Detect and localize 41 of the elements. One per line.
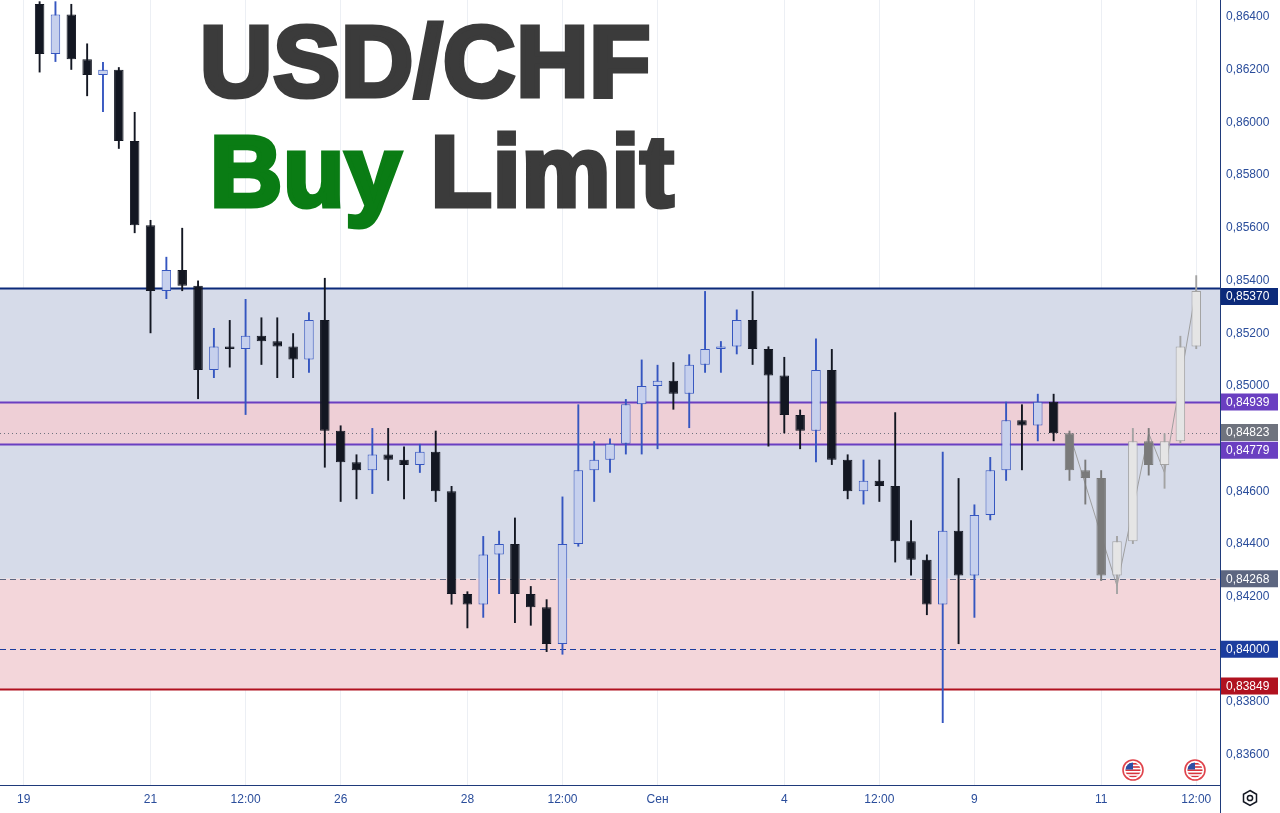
candlestick [716, 341, 726, 373]
ref-line-label: 0,84268 [1226, 571, 1270, 586]
x-tick-label: 28 [460, 791, 475, 806]
candlestick [98, 61, 108, 112]
y-tick-label: 0,85200 [1226, 325, 1270, 340]
ref-line-label: 0,84779 [1226, 442, 1270, 457]
y-tick-label: 0,83600 [1226, 747, 1270, 762]
x-tick-label: 21 [143, 791, 158, 806]
y-tick-label: 0,85400 [1226, 272, 1270, 287]
ref-line-label: 0,83849 [1226, 678, 1270, 693]
y-tick-label: 0,85600 [1226, 220, 1270, 235]
ref-line-label: 0,84939 [1226, 394, 1270, 409]
candlestick [224, 320, 235, 368]
y-tick-label: 0,84600 [1226, 483, 1270, 498]
y-tick-label: 0,86000 [1226, 114, 1270, 129]
x-tick-label: 11 [1094, 791, 1108, 806]
y-tick-label: 0,84200 [1226, 588, 1270, 603]
x-tick-label: 12:00 [547, 791, 578, 806]
y-tick-label: 0,83800 [1226, 694, 1270, 709]
text: Buy Limit [210, 115, 675, 227]
x-tick-label: 19 [17, 791, 31, 806]
candlestick [240, 298, 251, 415]
x-tick-label: 12:00 [1181, 791, 1212, 806]
ref-line-label: 0,84823 [1226, 425, 1270, 440]
y-tick-label: 0,84400 [1226, 536, 1270, 551]
y-tick-label: 0,86400 [1226, 9, 1270, 24]
y-tick-label: 0,86200 [1226, 62, 1270, 77]
y-tick-label: 0,85800 [1226, 167, 1270, 182]
candlestick [1017, 404, 1027, 471]
chart-title: USD/CHF [200, 5, 652, 117]
x-tick-label: 4 [780, 791, 788, 806]
candlestick [399, 446, 409, 500]
ref-line-label: 0,84000 [1226, 642, 1270, 657]
x-tick-label: 12:00 [230, 791, 261, 806]
y-tick-label: 0,85000 [1226, 378, 1270, 393]
candlestick [383, 428, 393, 481]
ref-line-label: 0,85370 [1226, 289, 1270, 304]
x-tick-label: 12:00 [864, 791, 895, 806]
x-tick-label: 26 [333, 791, 348, 806]
x-tick-label: 9 [971, 791, 979, 806]
x-tick-label: Сен [646, 791, 669, 806]
